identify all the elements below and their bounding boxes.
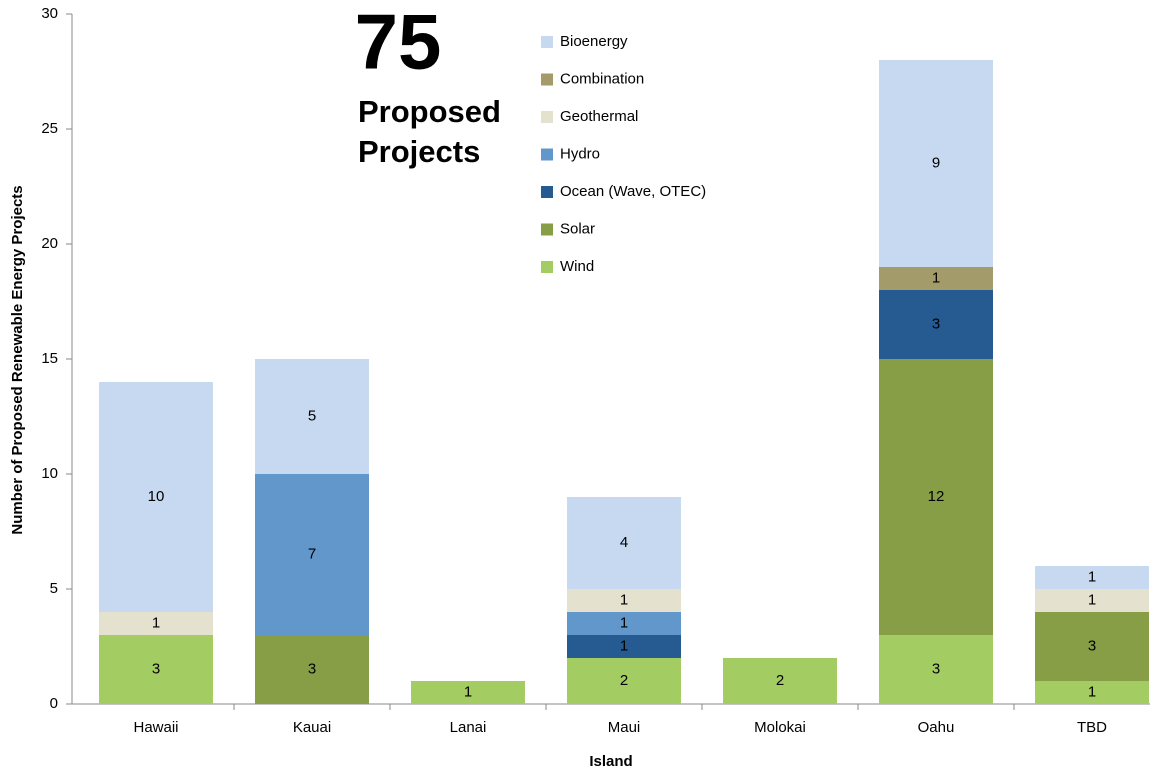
bar-segment: [567, 497, 681, 589]
bar-segment: [879, 60, 993, 267]
legend-swatch: [541, 73, 553, 86]
bar-segment: [1035, 681, 1149, 704]
legend-swatch: [541, 223, 553, 236]
x-tick-label: Kauai: [293, 719, 331, 736]
x-tick-label: TBD: [1077, 719, 1107, 736]
bar-segment: [411, 681, 525, 704]
legend-swatch: [541, 36, 553, 48]
legend-swatch: [541, 186, 553, 198]
data-label: 7: [308, 545, 316, 562]
data-label: 12: [928, 488, 945, 505]
data-label: 1: [932, 269, 940, 286]
data-label: 1: [1088, 568, 1096, 585]
y-tick-label: 0: [50, 695, 58, 712]
bar-segment: [723, 658, 837, 704]
bar-segment: [879, 635, 993, 704]
x-tick-label: Maui: [608, 719, 641, 736]
y-tick-label: 15: [41, 350, 58, 367]
legend-swatch: [541, 111, 553, 123]
annotation-text: Projects: [358, 134, 480, 169]
legend-label: Bioenergy: [560, 33, 628, 50]
data-label: 1: [1088, 591, 1096, 608]
bar-segment: [1035, 589, 1149, 612]
bar-segment: [99, 635, 213, 704]
y-tick-label: 10: [41, 465, 58, 482]
legend-label: Ocean (Wave, OTEC): [560, 183, 706, 200]
y-tick-label: 5: [50, 580, 58, 597]
data-label: 4: [620, 534, 628, 551]
y-axis-title: Number of Proposed Renewable Energy Proj…: [9, 185, 26, 534]
legend-label: Geothermal: [560, 108, 638, 125]
bar-segment: [879, 290, 993, 359]
data-label: 3: [1088, 637, 1096, 654]
data-label: 3: [932, 315, 940, 332]
bar-segment: [1035, 612, 1149, 681]
data-label: 1: [1088, 683, 1096, 700]
data-label: 9: [932, 154, 940, 171]
x-axis-title: Island: [589, 753, 632, 770]
bar-segment: [567, 612, 681, 635]
data-label: 1: [620, 591, 628, 608]
bar-segment: [567, 589, 681, 612]
x-tick-label: Lanai: [450, 719, 487, 736]
data-label: 1: [620, 637, 628, 654]
annotation-count: 75: [355, 0, 442, 86]
data-label: 3: [932, 660, 940, 677]
annotation-text: Proposed: [358, 94, 501, 129]
data-label: 3: [308, 660, 316, 677]
data-label: 2: [776, 672, 784, 689]
x-tick-label: Hawaii: [133, 719, 178, 736]
data-label: 5: [308, 407, 316, 424]
bar-segment: [1035, 566, 1149, 589]
y-tick-label: 25: [41, 120, 58, 137]
y-tick-label: 20: [41, 235, 58, 252]
data-label: 10: [148, 488, 165, 505]
legend-label: Wind: [560, 258, 594, 275]
bar-segment: [255, 359, 369, 474]
data-label: 1: [464, 683, 472, 700]
bar-segment: [879, 359, 993, 635]
bar-segment: [567, 635, 681, 658]
legend-label: Solar: [560, 220, 595, 237]
x-tick-label: Oahu: [918, 719, 955, 736]
legend-label: Combination: [560, 70, 644, 87]
data-label: 1: [620, 614, 628, 631]
legend-label: Hydro: [560, 145, 600, 162]
bar-segment: [879, 267, 993, 290]
data-label: 1: [152, 614, 160, 631]
legend-swatch: [541, 148, 553, 161]
data-label: 3: [152, 660, 160, 677]
bar-segment: [255, 635, 369, 704]
x-tick-label: Molokai: [754, 719, 806, 736]
bar-segment: [255, 474, 369, 635]
legend-swatch: [541, 261, 553, 273]
bar-segment: [99, 382, 213, 612]
bar-segment: [99, 612, 213, 635]
y-tick-label: 30: [41, 5, 58, 22]
data-label: 2: [620, 672, 628, 689]
bar-segment: [567, 658, 681, 704]
